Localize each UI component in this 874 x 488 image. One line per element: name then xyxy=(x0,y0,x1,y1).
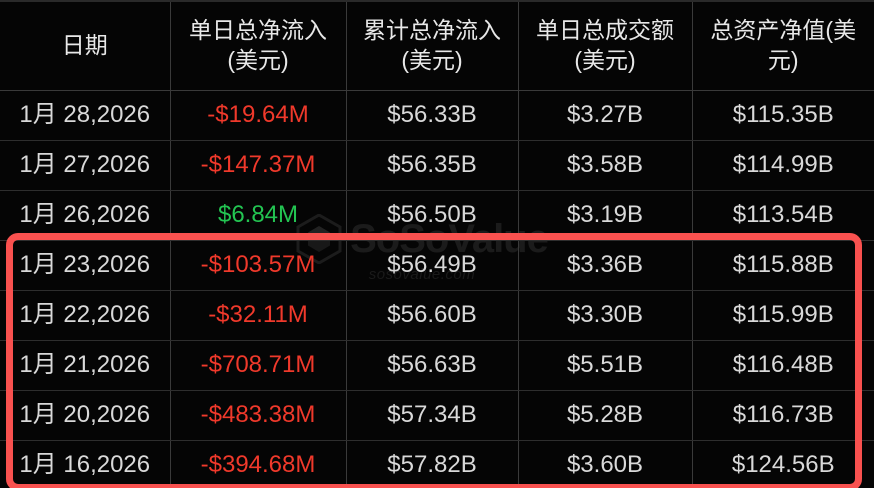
cell-cumulative-net-inflow: $56.49B xyxy=(346,240,519,291)
cell-daily-volume: $3.60B xyxy=(518,440,693,488)
cell-cumulative-net-inflow: $56.63B xyxy=(346,340,519,391)
table-row[interactable]: 1月 27,2026 -$147.37M $56.35B $3.58B $114.99B xyxy=(0,140,874,191)
column-header-total-net-assets-line1: 总资产净值(美 xyxy=(710,17,857,44)
cell-date: 1月 16,2026 xyxy=(0,440,171,488)
cell-total-net-assets: $115.99B xyxy=(692,290,874,341)
cell-daily-net-inflow: -$32.11M xyxy=(170,290,347,341)
cell-daily-net-inflow: -$394.68M xyxy=(170,440,347,488)
cell-total-net-assets: $114.99B xyxy=(692,140,874,191)
cell-date: 1月 28,2026 xyxy=(0,90,171,141)
column-header-total-net-assets[interactable]: 总资产净值(美 元) xyxy=(692,0,874,91)
cell-date: 1月 23,2026 xyxy=(0,240,171,291)
table-row[interactable]: 1月 28,2026 -$19.64M $56.33B $3.27B $115.35B xyxy=(0,90,874,141)
cell-cumulative-net-inflow: $56.50B xyxy=(346,190,519,241)
cell-daily-net-inflow: -$147.37M xyxy=(170,140,347,191)
cell-daily-volume: $3.30B xyxy=(518,290,693,341)
cell-cumulative-net-inflow: $56.33B xyxy=(346,90,519,141)
cell-daily-net-inflow: -$19.64M xyxy=(170,90,347,141)
cell-date: 1月 22,2026 xyxy=(0,290,171,341)
cell-daily-net-inflow: $6.84M xyxy=(170,190,347,241)
cell-cumulative-net-inflow: $57.82B xyxy=(346,440,519,488)
cell-daily-volume: $5.51B xyxy=(518,340,693,391)
cell-total-net-assets: $116.48B xyxy=(692,340,874,391)
table-header-row: 日期 单日总净流入 (美元) 累计总净流入 (美元) 单日总成交额 (美元) xyxy=(0,0,874,91)
column-header-daily-net-inflow-line1: 单日总净流入 xyxy=(189,17,327,44)
table-row[interactable]: 1月 20,2026 -$483.38M $57.34B $5.28B $116.73B xyxy=(0,390,874,441)
column-header-total-net-assets-line2: 元) xyxy=(767,46,799,73)
column-header-daily-net-inflow[interactable]: 单日总净流入 (美元) xyxy=(170,0,347,91)
cell-daily-volume: $5.28B xyxy=(518,390,693,441)
cell-date: 1月 21,2026 xyxy=(0,340,171,391)
table-row[interactable]: 1月 21,2026 -$708.71M $56.63B $5.51B $116.48B xyxy=(0,340,874,391)
cell-daily-net-inflow: -$483.38M xyxy=(170,390,347,441)
cell-total-net-assets: $115.88B xyxy=(692,240,874,291)
cell-daily-volume: $3.36B xyxy=(518,240,693,291)
table-row[interactable]: 1月 22,2026 -$32.11M $56.60B $3.30B $115.99B xyxy=(0,290,874,341)
column-header-daily-volume[interactable]: 单日总成交额 (美元) xyxy=(518,0,693,91)
table-row[interactable]: 1月 26,2026 $6.84M $56.50B $3.19B $113.54B xyxy=(0,190,874,241)
cell-date: 1月 26,2026 xyxy=(0,190,171,241)
cell-total-net-assets: $116.73B xyxy=(692,390,874,441)
cell-daily-net-inflow: -$708.71M xyxy=(170,340,347,391)
column-header-cumulative-net-inflow-line1: 累计总净流入 xyxy=(363,17,501,44)
column-header-daily-volume-line2: (美元) xyxy=(574,46,636,73)
table-row[interactable]: 1月 16,2026 -$394.68M $57.82B $3.60B $124.56B xyxy=(0,440,874,488)
cell-cumulative-net-inflow: $57.34B xyxy=(346,390,519,441)
table-header: 日期 单日总净流入 (美元) 累计总净流入 (美元) 单日总成交额 (美元) xyxy=(0,0,874,91)
column-header-date-line1: 日期 xyxy=(61,32,108,59)
cell-daily-volume: $3.19B xyxy=(518,190,693,241)
column-header-daily-volume-line1: 单日总成交额 xyxy=(536,17,674,44)
cell-daily-volume: $3.27B xyxy=(518,90,693,141)
cell-total-net-assets: $124.56B xyxy=(731,451,835,479)
column-header-cumulative-net-inflow-line2: (美元) xyxy=(401,46,463,73)
table-body: 1月 28,2026 -$19.64M $56.33B $3.27B $115.35B 1… xyxy=(0,90,874,488)
column-header-date[interactable]: 日期 xyxy=(0,0,171,91)
cell-cumulative-net-inflow: $56.35B xyxy=(346,140,519,191)
column-header-cumulative-net-inflow[interactable]: 累计总净流入 (美元) xyxy=(346,0,519,91)
cell-total-net-assets: $115.35B xyxy=(692,90,874,141)
cell-cumulative-net-inflow: $56.60B xyxy=(346,290,519,341)
table-row[interactable]: 1月 23,2026 -$103.57M $56.49B $3.36B $115.88B xyxy=(0,240,874,291)
cell-date: 1月 27,2026 xyxy=(0,140,171,191)
cell-daily-net-inflow: -$103.57M xyxy=(170,240,347,291)
cell-total-net-assets: $113.54B xyxy=(692,190,874,241)
cell-date: 1月 20,2026 xyxy=(0,390,171,441)
column-header-daily-net-inflow-line2: (美元) xyxy=(227,46,289,73)
cell-daily-volume: $3.58B xyxy=(518,140,693,191)
